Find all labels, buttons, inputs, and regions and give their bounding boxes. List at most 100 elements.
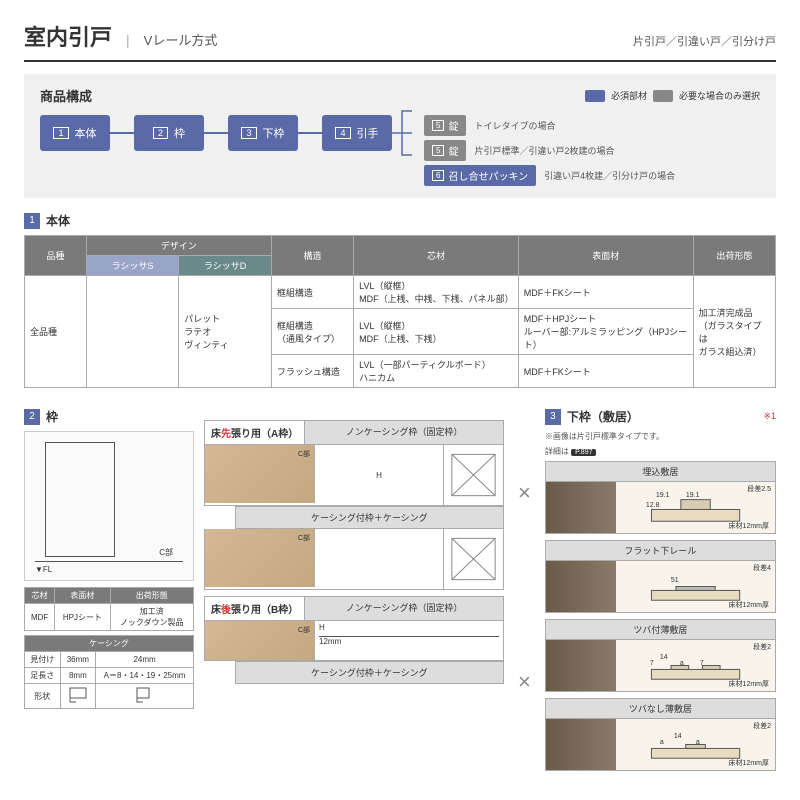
td-hyou: MDF＋HPJシート ルーバー部:アルミラッピング（HPJシート） xyxy=(518,309,693,355)
th-kouzou: 構造 xyxy=(271,236,353,276)
frame-a-opt2: ケーシング付枠＋ケーシング xyxy=(235,506,504,529)
flow-step-1: 1本体 xyxy=(40,115,110,151)
sill-diagram: 段差2.5 19.1 19.1 12.8 床材12mm厚 xyxy=(616,482,775,533)
section-title: 枠 xyxy=(46,408,58,425)
sill-3: ツバ付薄敷居 段差2 14 7 a 7 床材12mm厚 xyxy=(545,619,776,692)
td-kouzou: 框組構造 （通風タイプ） xyxy=(271,309,353,355)
door-rect xyxy=(45,442,115,557)
branch-box-lock-2: 5錠 xyxy=(424,140,466,161)
sill-photo xyxy=(546,482,616,533)
title-right: 片引戸／引違い戸／引分け戸 xyxy=(633,33,776,49)
td-shin: LVL（縦框） MDF（上桟、中桟、下桟、パネル部） xyxy=(354,276,519,309)
flow-step-4: 4引手 xyxy=(322,115,392,151)
sill-note1: ※画像は片引戸標準タイプです。 xyxy=(545,431,776,442)
title-sub: Vレール方式 xyxy=(144,30,218,49)
flow-connector xyxy=(204,132,228,134)
branch-row: 6召し合せパッキン 引違い戸4枚建／引分け戸の場合 xyxy=(424,165,675,186)
sill-4: ツバなし薄敷居 段差2 14 a a 床材12mm厚 xyxy=(545,698,776,771)
sill-diagram: 段差2 14 a a 床材12mm厚 xyxy=(616,719,775,770)
section-title: 本体 xyxy=(46,212,70,229)
th-lasissa-d: ラシッサD xyxy=(179,256,272,276)
fl-line xyxy=(35,561,183,562)
td-kouzou: フラッシュ構造 xyxy=(271,355,353,388)
composition-panel: 商品構成 必須部材 必要な場合のみ選択 1本体 2枠 3下枠 4引手 5錠 トイ… xyxy=(24,74,776,198)
flow-step-2: 2枠 xyxy=(134,115,204,151)
td-blank xyxy=(86,276,179,388)
section-note-star: ※1 xyxy=(763,411,776,422)
branch-box-lock-1: 5錠 xyxy=(424,115,466,136)
branch-row: 5錠 トイレタイプの場合 xyxy=(424,115,675,136)
flow-diagram: 1本体 2枠 3下枠 4引手 5錠 トイレタイプの場合 5錠 片引戸標準／引違い… xyxy=(40,115,760,186)
th-design: デザイン xyxy=(86,236,271,256)
flow-connector xyxy=(298,132,322,134)
composition-title: 商品構成 xyxy=(40,86,92,105)
branch-bracket xyxy=(392,105,412,163)
times-icon: × xyxy=(518,480,531,506)
section-2-head: 2 枠 xyxy=(24,408,194,425)
sill-1: 埋込敷居 段差2.5 19.1 19.1 12.8 床材12mm厚 xyxy=(545,461,776,534)
frame-material-table: 芯材表面材出荷形態 MDFHPJシート加工済 ノックダウン製品 xyxy=(24,587,194,631)
shape-icon-36 xyxy=(60,684,96,709)
casing-table: ケーシング 見付け36mm24mm 足長さ8mmA＝8・14・19・25mm 形… xyxy=(24,635,194,709)
frame-b-dims: H 12mm xyxy=(315,621,503,660)
section-num: 1 xyxy=(24,213,40,229)
title-divider: | xyxy=(126,32,130,48)
legend-optional-label: 必要な場合のみ選択 xyxy=(679,89,760,102)
branch-box-packing: 6召し合せパッキン xyxy=(424,165,536,186)
section-num: 2 xyxy=(24,409,40,425)
frame-b-label: 床後張り用（B枠） xyxy=(204,596,305,621)
branch-desc: トイレタイプの場合 xyxy=(474,119,555,132)
legend-required-label: 必須部材 xyxy=(611,89,647,102)
title-main: 室内引戸 xyxy=(24,20,112,52)
frame-b-opt2: ケーシング付枠＋ケーシング xyxy=(235,661,504,684)
td-hyou: MDF＋FKシート xyxy=(518,276,693,309)
section-1-head: 1 本体 xyxy=(24,212,776,229)
times-col: × × xyxy=(514,398,535,777)
frame-a-label: 床先張り用（A枠） xyxy=(204,420,305,445)
sill-diagram: 段差2 14 7 a 7 床材12mm厚 xyxy=(616,640,775,691)
flow-step-3: 3下枠 xyxy=(228,115,298,151)
td-kouzou: 框組構造 xyxy=(271,276,353,309)
frame-h-label: H xyxy=(315,445,443,505)
page-header: 室内引戸 | Vレール方式 片引戸／引違い戸／引分け戸 xyxy=(24,20,776,62)
frame-b-photo xyxy=(205,621,315,660)
td-hyou: MDF＋FKシート xyxy=(518,355,693,388)
sill-diagram: 段差4 51 床材12mm厚 xyxy=(616,561,775,612)
td-shukka: 加工済完成品 （ガラスタイプは ガラス組込済） xyxy=(693,276,775,388)
shape-icon-24 xyxy=(96,684,194,709)
th-shukka: 出荷形態 xyxy=(693,236,775,276)
legend-optional-box xyxy=(653,90,673,102)
section-title: 下枠（敷居） xyxy=(567,408,639,425)
frame-a-photo-2 xyxy=(205,529,315,587)
th-lasissa-s: ラシッサS xyxy=(86,256,179,276)
td-body-label: 全品種 xyxy=(25,276,87,388)
section-num: 3 xyxy=(545,409,561,425)
frame-a-cross-2 xyxy=(443,529,503,589)
section-3-head: 3 下枠（敷居） ※1 xyxy=(545,408,776,425)
branch-row: 5錠 片引戸標準／引違い戸2枚建の場合 xyxy=(424,140,675,161)
td-shin: LVL（縦框） MDF（上桟、下桟） xyxy=(354,309,519,355)
flow-branches: 5錠 トイレタイプの場合 5錠 片引戸標準／引違い戸2枚建の場合 6召し合せパッ… xyxy=(424,115,675,186)
sill-2: フラット下レール 段差4 51 床材12mm厚 xyxy=(545,540,776,613)
times-icon: × xyxy=(518,669,531,695)
sill-photo xyxy=(546,640,616,691)
fl-label: ▼FL xyxy=(35,565,52,574)
sill-photo xyxy=(546,719,616,770)
sill-photo xyxy=(546,561,616,612)
frame-a-photo-1 xyxy=(205,445,315,503)
sill-note2: 詳細は P.897 xyxy=(545,446,776,457)
th-hinshu: 品種 xyxy=(25,236,87,276)
legend: 必須部材 必要な場合のみ選択 xyxy=(585,89,760,102)
frame-a-block: 床先張り用（A枠） ノンケーシング枠（固定枠） H xxx ケーシング付枠＋ケー… xyxy=(204,420,504,590)
td-shin: LVL（一部パーティクルボード） ハニカム xyxy=(354,355,519,388)
frame-a-opt1: ノンケーシング枠（固定枠） xyxy=(305,420,504,445)
col-frame-types: 床先張り用（A枠） ノンケーシング枠（固定枠） H xxx ケーシング付枠＋ケー… xyxy=(204,398,504,777)
th-shinzai: 芯材 xyxy=(354,236,519,276)
legend-required-box xyxy=(585,90,605,102)
lower-grid: 2 枠 ▼FL C部 芯材表面材出荷形態 MDFHPJシート加工済 ノックダウン… xyxy=(24,398,776,777)
td-designs: パレット ラテオ ヴィンティ xyxy=(179,276,272,388)
th-hyoumen: 表面材 xyxy=(518,236,693,276)
branch-desc: 引違い戸4枚建／引分け戸の場合 xyxy=(544,169,675,182)
main-spec-table: 品種 デザイン 構造 芯材 表面材 出荷形態 ラシッサS ラシッサD 全品種 パ… xyxy=(24,235,776,388)
branch-desc: 片引戸標準／引違い戸2枚建の場合 xyxy=(474,144,614,157)
